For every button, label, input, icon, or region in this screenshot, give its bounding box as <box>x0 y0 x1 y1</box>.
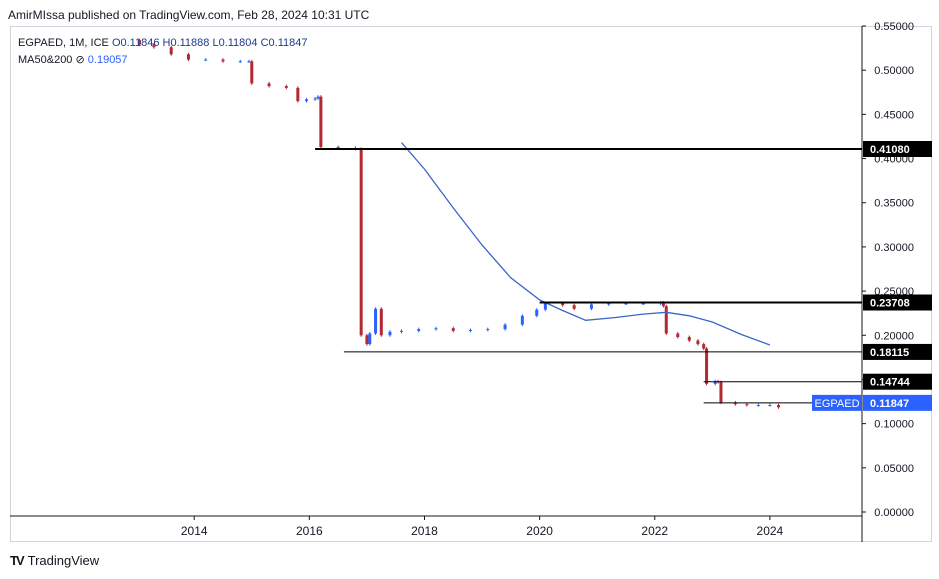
y-tick-label: 0.55000 <box>874 21 914 33</box>
footer-brand[interactable]: TV TradingView <box>10 553 99 568</box>
legend-close: C0.11847 <box>260 37 308 49</box>
candle <box>204 59 208 61</box>
candle <box>368 333 372 345</box>
candle <box>543 303 547 310</box>
candle <box>661 302 665 307</box>
legend-high: H0.11888 <box>162 37 210 49</box>
eye-off-icon[interactable]: ⊘ <box>75 54 85 66</box>
level-tag-label: 0.14744 <box>870 377 911 389</box>
candle <box>388 331 392 336</box>
legend-symbol: EGPAED, 1M, ICE <box>18 37 109 49</box>
y-tick-label: 0.10000 <box>874 419 914 431</box>
ohlc-row: EGPAED, 1M, ICE O0.11846 H0.11888 L0.118… <box>18 35 308 52</box>
ma-row: MA50&200 ⊘ 0.19057 <box>18 52 308 69</box>
candle <box>169 47 173 55</box>
x-tick-label: 2020 <box>526 524 553 538</box>
candle <box>503 324 507 330</box>
candle <box>374 308 378 334</box>
candle <box>719 382 723 403</box>
level-tag-label: 0.18115 <box>870 347 909 359</box>
x-tick-label: 2022 <box>641 524 668 538</box>
candle <box>304 99 308 102</box>
candle <box>561 303 565 306</box>
candle <box>745 404 749 406</box>
candle <box>768 405 772 407</box>
candle <box>705 348 709 384</box>
legend-ma-value: 0.19057 <box>87 54 128 66</box>
candle <box>713 381 717 384</box>
candle <box>313 98 317 100</box>
candle <box>451 328 455 331</box>
symbol-tag-label: EGPAED <box>814 398 859 410</box>
brand-name: TradingView <box>27 553 100 568</box>
candle <box>687 337 691 341</box>
last-price-tag-bg <box>863 394 932 411</box>
legend-ma-label[interactable]: MA50&200 <box>18 54 73 66</box>
last-price-tag-label: 0.11847 <box>870 398 909 410</box>
level-tag-label: 0.23708 <box>870 298 910 310</box>
candle <box>359 148 363 336</box>
candle <box>284 86 288 88</box>
level-tag-bg <box>863 373 932 390</box>
legend-open: O0.11846 <box>111 37 160 49</box>
candle <box>250 61 254 84</box>
candle <box>379 308 383 336</box>
level-tag-label: 0.41080 <box>870 144 910 156</box>
candle <box>589 304 593 309</box>
candle <box>417 329 421 331</box>
candle <box>434 328 438 330</box>
candle <box>267 83 271 87</box>
candle <box>296 87 300 102</box>
chart-frame <box>10 26 932 542</box>
y-tick-label: 0.45000 <box>874 109 914 121</box>
ma-line <box>401 142 771 346</box>
y-tick-label: 0.35000 <box>874 198 914 210</box>
candle <box>486 329 490 331</box>
candle <box>641 303 645 305</box>
candle <box>138 40 142 45</box>
level-tag-bg <box>863 343 932 360</box>
candle <box>535 309 539 316</box>
candle <box>702 344 706 349</box>
y-tick-label: 0.00000 <box>874 507 914 519</box>
candle <box>316 96 320 99</box>
candle <box>777 405 781 408</box>
candle <box>238 61 242 63</box>
chart-legend: EGPAED, 1M, ICE O0.11846 H0.11888 L0.118… <box>18 35 308 69</box>
legend-low: L0.11804 <box>212 37 258 49</box>
x-tick-label: 2018 <box>411 524 438 538</box>
x-tick-label: 2024 <box>757 524 784 538</box>
candle <box>520 315 524 325</box>
candle <box>469 329 473 331</box>
candle <box>336 147 340 149</box>
candle <box>319 96 323 148</box>
candle <box>624 303 628 305</box>
candle <box>399 330 403 332</box>
x-tick-label: 2014 <box>181 524 208 538</box>
y-tick-label: 0.20000 <box>874 330 914 342</box>
y-tick-label: 0.05000 <box>874 463 914 475</box>
level-tag-bg <box>863 294 932 311</box>
candle <box>696 340 700 345</box>
x-tick-label: 2016 <box>296 524 323 538</box>
candle <box>365 335 369 345</box>
candles-group <box>138 38 781 409</box>
candle <box>152 44 156 48</box>
candle <box>607 303 611 305</box>
candle <box>664 306 668 334</box>
candle <box>186 54 190 60</box>
candle <box>221 59 225 62</box>
candle <box>756 405 760 407</box>
tradingview-logo-icon: TV <box>10 553 25 568</box>
y-tick-label: 0.50000 <box>874 65 914 77</box>
publisher-line: AmirMIssa published on TradingView.com, … <box>8 8 370 22</box>
symbol-tag-bg <box>812 394 862 411</box>
y-tick-label: 0.30000 <box>874 242 914 254</box>
level-tag-bg <box>863 141 932 158</box>
candle <box>572 305 576 309</box>
candle <box>247 61 251 63</box>
candle <box>676 333 680 338</box>
